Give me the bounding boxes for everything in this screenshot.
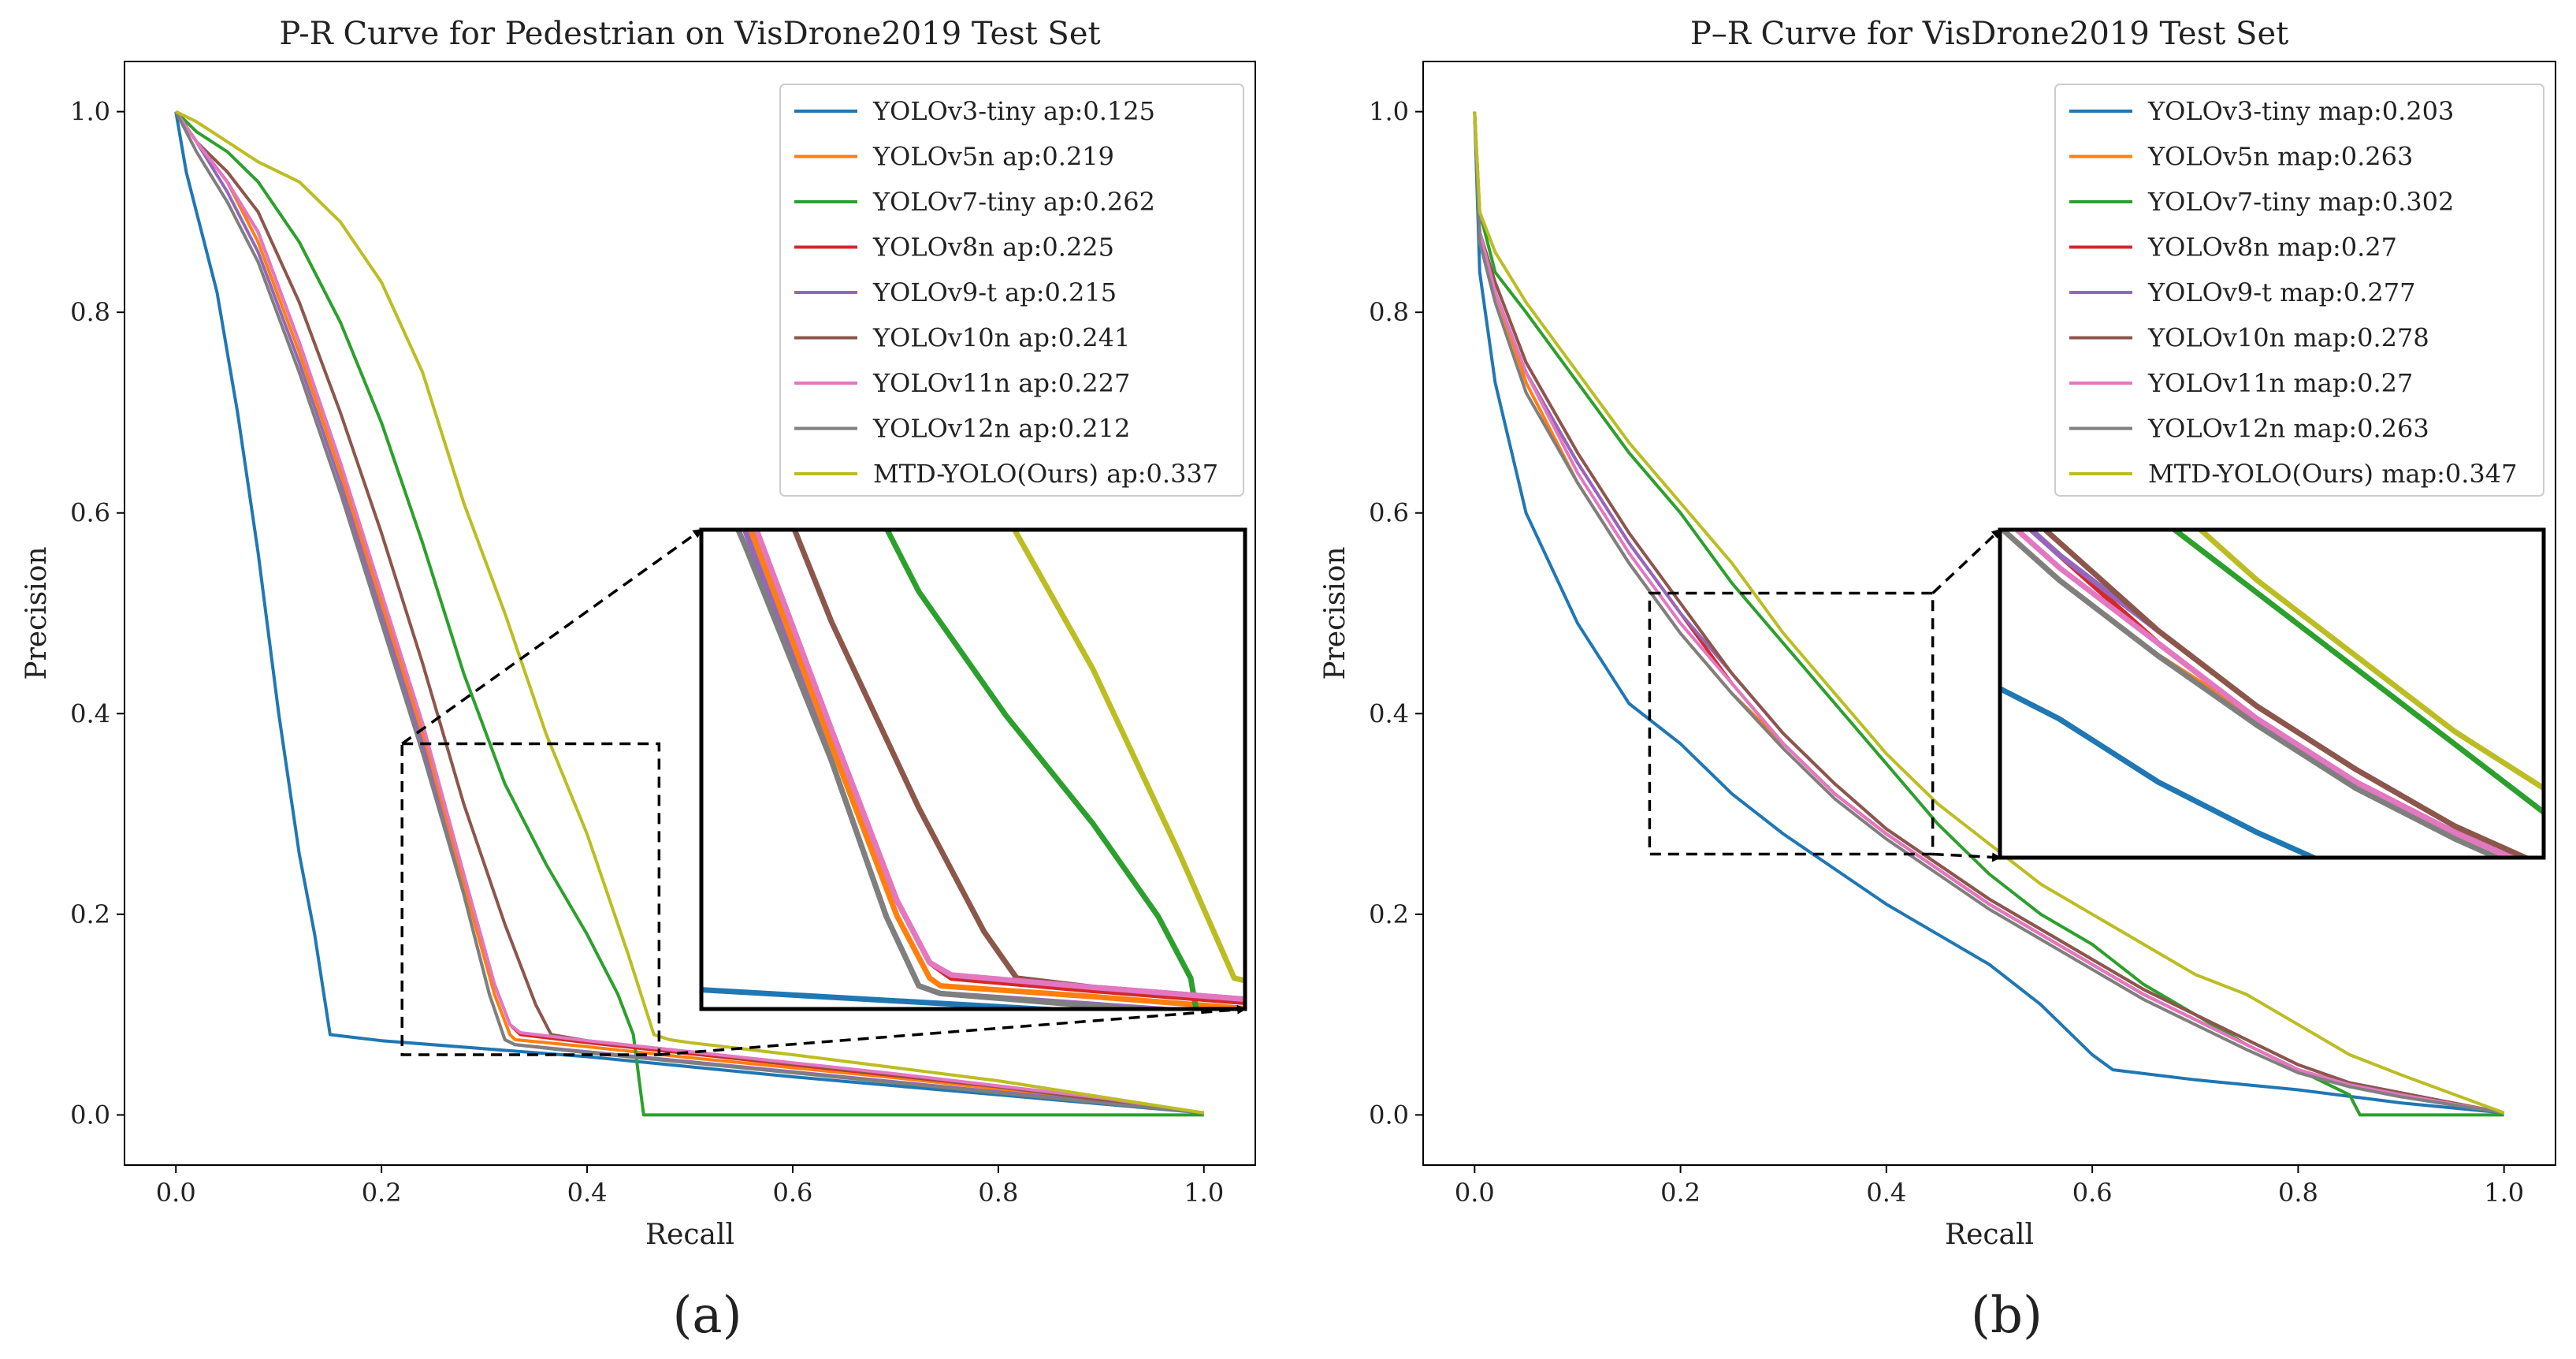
y-tick-label: 0.2 — [1369, 899, 1409, 929]
y-tick-label: 1.0 — [1369, 97, 1409, 127]
legend-entry: YOLOv8n map:0.27 — [2147, 233, 2397, 262]
y-tick-label: 0.0 — [1369, 1100, 1409, 1130]
legend-entry: YOLOv10n ap:0.241 — [872, 323, 1130, 353]
y-tick-label: 0.0 — [70, 1100, 110, 1130]
legend-box — [2054, 84, 2544, 497]
legend-entry: YOLOv5n ap:0.219 — [872, 142, 1114, 172]
legend-entry: YOLOv11n map:0.27 — [2147, 368, 2413, 398]
x-tick-label: 0.8 — [2278, 1178, 2318, 1208]
series-line — [1473, 111, 2505, 1115]
inset-background — [2000, 530, 2544, 858]
inset-frame — [1998, 527, 2546, 860]
inset-series-line — [753, 530, 1245, 1003]
legend-entry: YOLOv7-tiny map:0.302 — [2147, 187, 2454, 217]
series-line — [175, 110, 1205, 1115]
y-tick-label: 0.6 — [1369, 498, 1409, 528]
legend-box — [779, 84, 1244, 497]
y-tick-label: 0.8 — [70, 297, 110, 327]
inset-series-group — [701, 530, 1245, 1009]
zoom-region-box — [1648, 591, 1935, 856]
plot-frame — [1422, 61, 2556, 1166]
x-tick-label: 0.6 — [773, 1178, 813, 1208]
x-tick-label: 0.6 — [2072, 1178, 2113, 1208]
panel-a: P-R Curve for Pedestrian on VisDrone2019… — [20, 16, 1256, 1345]
legend-entry: MTD-YOLO(Ours) ap:0.337 — [873, 459, 1218, 489]
legend-entry: YOLOv7-tiny ap:0.262 — [872, 187, 1155, 217]
chart-title: P–R Curve for VisDrone2019 Test Set — [1690, 16, 2288, 52]
y-tick-label: 0.8 — [1369, 297, 1409, 327]
x-axis-label: Recall — [1945, 1219, 2034, 1251]
x-tick-label: 0.0 — [156, 1178, 196, 1208]
legend-entry: YOLOv5n map:0.263 — [2147, 142, 2413, 172]
inset-series-group — [2000, 530, 2544, 858]
panel-label: (a) — [672, 1286, 742, 1345]
zoom-arrow — [659, 1004, 1247, 1056]
legend-entry: MTD-YOLO(Ours) map:0.347 — [2148, 459, 2518, 489]
series-group — [174, 110, 1205, 1117]
series-line — [1473, 111, 2505, 1115]
series-line — [1473, 111, 2505, 1115]
x-tick-label: 0.4 — [1866, 1178, 1906, 1208]
x-tick-label: 0.0 — [1455, 1178, 1495, 1208]
y-axis-label: Precision — [20, 546, 53, 680]
y-axis-label: Precision — [1319, 546, 1351, 680]
inset-background — [701, 530, 1245, 1009]
zoom-arrow — [1931, 528, 2002, 594]
legend-entry: YOLOv11n ap:0.227 — [872, 368, 1130, 398]
legend-entry: YOLOv3-tiny map:0.203 — [2147, 96, 2454, 126]
legend-entry: YOLOv8n ap:0.225 — [872, 233, 1114, 262]
inset-series-line — [2041, 530, 2533, 858]
x-tick-label: 0.8 — [978, 1178, 1018, 1208]
legend-entry: YOLOv12n map:0.263 — [2147, 414, 2429, 444]
chart-title: P-R Curve for Pedestrian on VisDrone2019… — [279, 16, 1100, 52]
inset-series-line — [747, 530, 1245, 1009]
legend-entry: YOLOv9-t ap:0.215 — [872, 277, 1117, 307]
panel-b: P–R Curve for VisDrone2019 Test Set 0.0 0.… — [1319, 16, 2556, 1345]
series-line — [1473, 111, 2505, 1115]
zoom-region-box — [400, 742, 661, 1056]
series-line — [174, 110, 1205, 1115]
y-tick-label: 0.4 — [70, 698, 110, 728]
y-tick-label: 0.6 — [70, 498, 110, 528]
x-tick-label: 1.0 — [2484, 1178, 2524, 1208]
inset-frame — [699, 527, 1247, 1011]
legend-entry: YOLOv3-tiny ap:0.125 — [872, 96, 1155, 126]
x-tick-label: 1.0 — [1184, 1178, 1224, 1208]
inset-series-line — [2013, 530, 2518, 858]
y-tick-label: 1.0 — [70, 97, 110, 127]
inset-series-line — [734, 530, 1176, 1009]
x-tick-label: 0.2 — [362, 1178, 402, 1208]
y-tick-label: 0.4 — [1369, 698, 1409, 728]
x-tick-label: 0.2 — [1660, 1178, 1701, 1208]
series-line — [174, 110, 1204, 1115]
zoom-arrow — [401, 528, 703, 745]
series-line — [174, 110, 1205, 1115]
inset-series-line — [2196, 530, 2544, 792]
x-tick-label: 0.4 — [567, 1178, 608, 1208]
series-line — [174, 111, 1204, 1115]
series-line — [174, 110, 1204, 1117]
zoom-arrow — [1932, 852, 2002, 862]
legend-entry: YOLOv9-t map:0.277 — [2147, 277, 2415, 307]
inset-series-line — [791, 530, 1245, 1003]
panel-label: (b) — [1971, 1286, 2043, 1345]
legend-entry: YOLOv12n ap:0.212 — [872, 414, 1130, 444]
inset-series-line — [883, 530, 1199, 1009]
legend-entry: YOLOv10n map:0.278 — [2147, 323, 2429, 353]
y-tick-label: 0.2 — [70, 899, 110, 929]
plot-frame — [124, 61, 1256, 1166]
x-axis-label: Recall — [645, 1219, 734, 1251]
series-line — [1473, 111, 2504, 1115]
series-group — [1473, 111, 2505, 1117]
